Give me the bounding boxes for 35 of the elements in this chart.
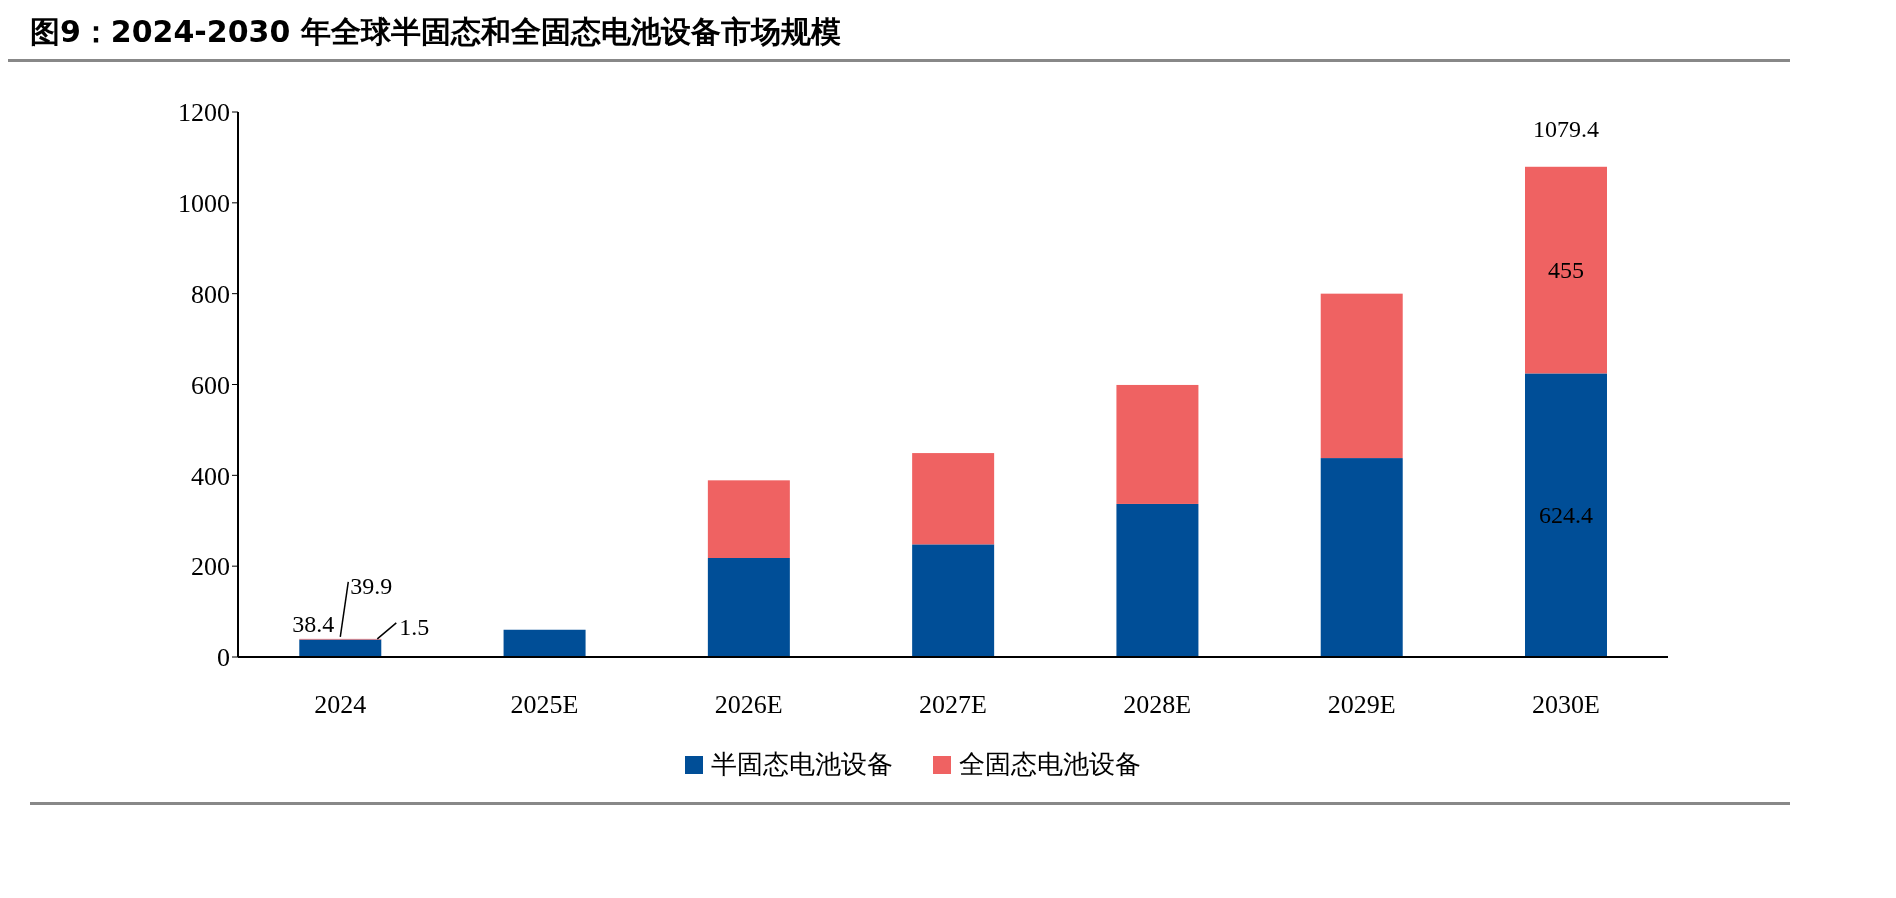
data-label: 38.4	[292, 610, 335, 637]
data-label: 1.5	[399, 613, 430, 640]
y-tick-label: 1000	[178, 189, 230, 219]
y-tick-label: 200	[191, 552, 230, 582]
y-tick-label: 0	[217, 643, 230, 673]
bar	[503, 629, 586, 657]
bar	[1525, 166, 1607, 374]
bar	[912, 453, 995, 545]
data-label: 455	[1548, 257, 1584, 284]
bar	[1116, 503, 1199, 657]
legend-label: 全固态电池设备	[958, 748, 1141, 781]
x-tick-label: 2028E	[1123, 690, 1192, 720]
total-label: 39.9	[350, 572, 393, 599]
bar	[1116, 384, 1199, 504]
x-tick-label: 2024	[314, 690, 367, 720]
bar	[912, 544, 995, 657]
y-tick-label: 1200	[178, 98, 230, 128]
y-tick-label: 800	[191, 279, 230, 309]
chart-title: 图9：2024-2030 年全球半固态和全固态电池设备市场规模	[8, 8, 1790, 62]
total-label: 1079.4	[1533, 115, 1599, 142]
x-tick-label: 2027E	[919, 690, 987, 720]
data-label: 624.4	[1539, 502, 1593, 529]
x-tick-label: 2026E	[714, 690, 783, 720]
bar	[707, 480, 790, 558]
x-tick-label: 2025E	[510, 690, 579, 720]
bar	[1320, 458, 1403, 657]
y-tick-label: 400	[191, 461, 230, 491]
legend-label: 半固态电池设备	[710, 748, 893, 781]
bar	[1525, 373, 1607, 657]
bar	[1320, 293, 1403, 459]
bar	[299, 639, 382, 657]
bar	[707, 557, 790, 657]
y-tick-label: 600	[191, 370, 230, 400]
x-tick-label: 2030E	[1531, 690, 1600, 720]
x-tick-label: 2029E	[1327, 690, 1396, 720]
